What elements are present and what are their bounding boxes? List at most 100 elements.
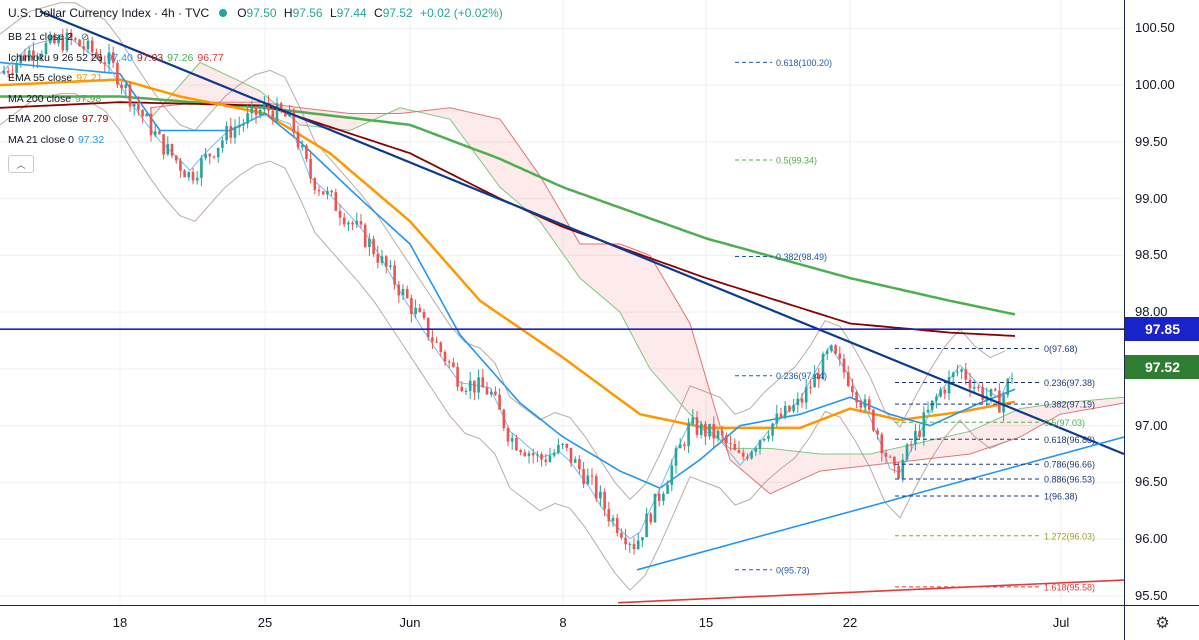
- candle-body: [641, 537, 644, 541]
- indicator-legend[interactable]: MA 21 close 0 97.32: [8, 133, 105, 146]
- price-tick-label: 95.50: [1135, 587, 1168, 603]
- candle-body: [254, 106, 258, 115]
- candle-body: [510, 438, 514, 442]
- candle-body: [964, 369, 968, 380]
- candle-body: [771, 423, 774, 436]
- candle-body: [300, 145, 304, 148]
- indicator-legend[interactable]: BB 21 close 2 ⊘: [8, 31, 90, 43]
- candle-body: [636, 540, 640, 550]
- candle-body: [397, 284, 401, 296]
- candle-body: [204, 153, 207, 159]
- candle-body: [137, 104, 140, 111]
- candle-body: [422, 311, 426, 318]
- candle-body: [237, 125, 241, 128]
- price-tick-label: 96.00: [1135, 531, 1168, 547]
- candle-body: [926, 409, 930, 413]
- candle-body: [930, 400, 934, 410]
- time-tick-label: 22: [842, 615, 858, 630]
- candle-body: [376, 254, 380, 263]
- fib-retracement-label: 0.382(98.49): [776, 252, 827, 262]
- candle-body: [981, 387, 984, 400]
- candle-body: [779, 413, 783, 418]
- chart-area[interactable]: 0.618(100.20) 0.5(99.34) 0.382(98.49) 0.236…: [0, 0, 1124, 605]
- price-tick-label: 97.00: [1135, 417, 1168, 433]
- candle-body: [552, 452, 556, 456]
- candle-body: [720, 430, 724, 436]
- candle-body: [888, 456, 892, 458]
- candle-body: [914, 430, 917, 445]
- fib-extension-label: 0.382(97.19): [1044, 400, 1095, 410]
- candle-body: [733, 443, 737, 450]
- candle-body: [271, 110, 275, 121]
- candle-body: [158, 131, 161, 135]
- candle-body: [69, 32, 73, 39]
- price-badge: 97.85: [1125, 317, 1199, 342]
- time-tick-label: 15: [698, 615, 714, 630]
- symbol-title[interactable]: U.S. Dollar Currency Index · 4h · TVC: [8, 6, 210, 20]
- indicator-legend[interactable]: Ichimoku 9 26 52 26 97.40 97.03 97.26 96.77: [8, 51, 224, 64]
- price-chart[interactable]: 0.618(100.20) 0.5(99.34) 0.382(98.49) 0.236…: [0, 0, 1124, 605]
- candle-body: [27, 50, 31, 61]
- candle-body: [586, 475, 590, 485]
- collapse-legend-button[interactable]: ︿: [8, 155, 34, 173]
- candle-body: [502, 409, 506, 429]
- hidden-eye-icon[interactable]: ⊘: [80, 32, 90, 43]
- candle-body: [573, 459, 577, 463]
- indicator-legend[interactable]: EMA 55 close 97.21: [8, 72, 103, 84]
- candle-body: [44, 43, 48, 55]
- candle-body: [531, 453, 535, 456]
- candle-body: [754, 448, 758, 452]
- candle-body: [363, 224, 367, 248]
- candle-body: [166, 143, 170, 155]
- candle-body: [599, 491, 602, 499]
- candle-body: [851, 385, 854, 393]
- candle-body: [788, 405, 791, 412]
- candle-body: [704, 423, 707, 437]
- candle-body: [872, 409, 875, 431]
- candle-body: [359, 221, 363, 225]
- candle-body: [897, 465, 900, 479]
- candle-body: [296, 132, 300, 148]
- candle-body: [674, 448, 678, 466]
- candle-body: [443, 351, 447, 362]
- candle-body: [515, 438, 518, 451]
- candle-body: [561, 443, 564, 445]
- candle-body: [149, 113, 153, 136]
- candle-body: [439, 342, 443, 352]
- candle-body: [523, 452, 527, 457]
- fib-retracement-label: 0.236(97.44): [776, 371, 827, 381]
- fib-extension-label: 1(96.38): [1044, 492, 1078, 502]
- candle-body: [645, 513, 648, 538]
- candle-body: [414, 307, 417, 315]
- indicator-legend[interactable]: MA 200 close 97.98: [8, 92, 102, 105]
- ma200-line: [0, 95, 1016, 316]
- candle-body: [527, 453, 531, 457]
- indicator-legend[interactable]: EMA 200 close 97.79: [8, 113, 109, 125]
- fib-retracement-label: 0.5(99.34): [776, 156, 817, 166]
- candle-body: [90, 40, 94, 53]
- candle-body: [170, 143, 174, 156]
- candle-body: [683, 444, 686, 446]
- candle-body: [817, 373, 821, 380]
- candle-body: [368, 238, 371, 248]
- candle-body: [821, 353, 825, 380]
- candle-body: [548, 455, 552, 462]
- settings-gear-icon[interactable]: ⚙: [1124, 605, 1199, 640]
- price-axis[interactable]: 100.50100.0099.5099.0098.5098.0097.5097.…: [1124, 0, 1199, 605]
- price-tick-label: 96.50: [1135, 474, 1168, 490]
- candle-body: [212, 156, 216, 158]
- candle-body: [78, 39, 81, 47]
- candle-body: [603, 491, 606, 510]
- time-axis[interactable]: 18 25 Jun 8 15 22 Jul: [0, 605, 1124, 640]
- candle-body: [342, 217, 346, 225]
- candle-body: [57, 37, 60, 44]
- candle-body: [830, 345, 833, 351]
- candle-body: [804, 387, 808, 403]
- candle-body: [905, 444, 909, 460]
- candle-body: [649, 513, 653, 523]
- candle-body: [305, 145, 308, 159]
- candle-body: [935, 396, 938, 401]
- candle-body: [632, 544, 636, 550]
- candle-body: [578, 459, 581, 470]
- candle-body: [338, 210, 342, 218]
